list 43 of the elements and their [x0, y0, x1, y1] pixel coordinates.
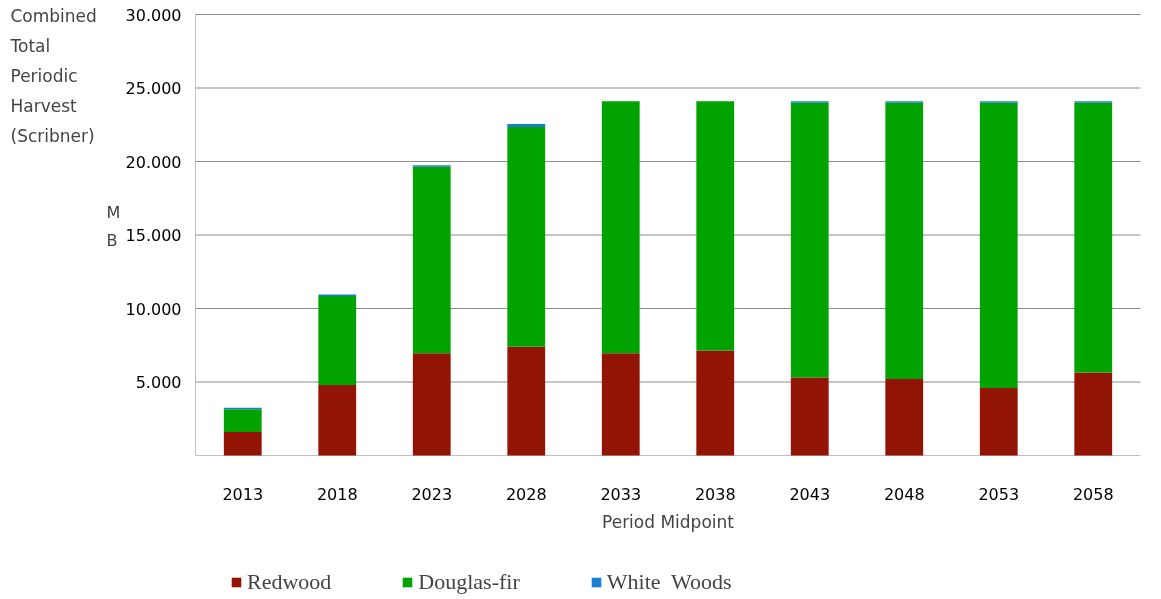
legend-label: Douglas-fir — [418, 569, 520, 595]
bar — [885, 102, 924, 380]
x-tick-label: 2048 — [883, 484, 925, 504]
bar — [507, 124, 546, 127]
bar — [223, 431, 262, 456]
bar — [507, 346, 546, 456]
bar — [412, 166, 451, 354]
bar — [1074, 372, 1113, 456]
bar — [696, 350, 735, 456]
x-tick-label: 2023 — [411, 484, 453, 504]
y-tick-label: 20.000 — [125, 152, 182, 172]
y-tick-label: 25.000 — [125, 79, 182, 98]
text: MB — [106, 202, 121, 250]
bar — [790, 102, 829, 378]
x-tick-label: 2043 — [789, 484, 831, 504]
bar — [412, 353, 451, 456]
x-tick-label: 2028 — [505, 484, 547, 504]
bar — [979, 387, 1018, 456]
x-tick-label: 2038 — [694, 484, 736, 504]
y-tick-label: 15.000 — [125, 226, 182, 245]
bar — [223, 409, 262, 432]
y-tick-label: 10.000 — [125, 299, 182, 319]
x-tick-label: 2013 — [222, 484, 264, 504]
x-tick-label: 2033 — [600, 484, 642, 504]
x-axis-title: Period Midpoint — [602, 511, 735, 532]
bar — [601, 101, 640, 354]
bar — [696, 101, 735, 351]
bar — [507, 126, 546, 347]
bar — [601, 353, 640, 456]
legend-label: White Woods — [606, 569, 732, 595]
bar — [790, 377, 829, 456]
bar — [318, 384, 357, 456]
y-tick-label: 5.000 — [135, 373, 182, 392]
x-tick-label: 2018 — [316, 484, 358, 504]
y-axis-title: Combined Total Periodic Harvest (Scribner) — [9, 5, 97, 146]
bar — [979, 102, 1018, 388]
bar — [318, 296, 357, 385]
y-tick-label: 30.000 — [125, 5, 182, 25]
x-tick-label: 2058 — [1072, 484, 1114, 504]
bar — [1074, 102, 1113, 373]
bar — [885, 379, 924, 456]
x-tick-label: 2053 — [978, 484, 1020, 504]
legend-label: Redwood — [247, 569, 332, 595]
